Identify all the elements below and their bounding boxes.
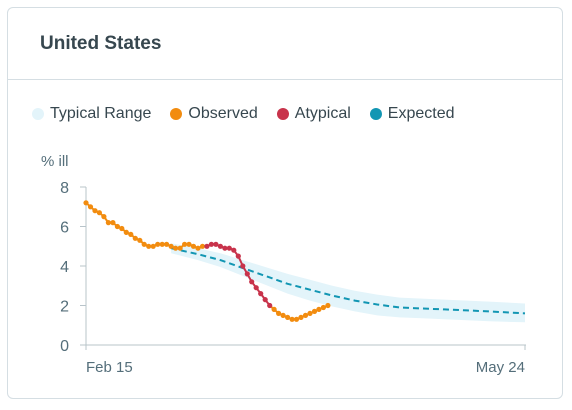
y-tick-label: 0 <box>60 338 69 355</box>
observed-point <box>195 245 201 251</box>
observed-point <box>293 316 300 322</box>
atypical-point <box>208 241 214 247</box>
observed-point <box>285 314 291 320</box>
atypical-point <box>267 302 273 309</box>
observed-point <box>146 243 152 249</box>
x-tick-label: May 24 <box>476 359 525 376</box>
observed-point <box>132 235 138 241</box>
legend-label-atypical: Atypical <box>294 105 351 122</box>
observed-point <box>105 220 111 226</box>
legend-item-atypical[interactable]: Atypical <box>276 105 351 123</box>
observed-point <box>119 225 125 232</box>
observed-point <box>101 214 107 220</box>
expected-series-line <box>170 247 526 315</box>
observed-point <box>298 314 304 320</box>
observed-point <box>186 241 192 247</box>
observed-point <box>182 241 188 247</box>
atypical-point <box>244 271 250 277</box>
observed-point <box>280 312 286 318</box>
atypical-point <box>253 285 259 291</box>
observed-point <box>271 306 277 312</box>
observed-point <box>155 241 161 247</box>
atypical-point <box>231 247 237 253</box>
atypical-point <box>249 279 255 285</box>
atypical-point <box>222 245 228 251</box>
card-header: United States <box>8 8 562 80</box>
atypical-point <box>240 263 246 269</box>
observed-point <box>168 243 174 249</box>
observed-point <box>311 308 318 314</box>
observed-point <box>177 245 183 251</box>
observed-point <box>83 200 89 206</box>
observed-point <box>137 237 143 243</box>
legend-label-expected: Expected <box>387 105 455 122</box>
atypical-point <box>226 245 232 251</box>
observed-point <box>276 310 282 316</box>
legend-item-observed[interactable]: Observed <box>170 105 258 123</box>
observed-point <box>325 302 331 309</box>
card-title: United States <box>40 33 162 54</box>
observed-point <box>316 306 322 312</box>
y-tick-label: 2 <box>60 299 69 316</box>
observed-point <box>123 229 129 235</box>
legend-item-typical-range[interactable]: Typical Range <box>32 105 151 123</box>
y-tick-label: 4 <box>60 259 69 276</box>
observed-point <box>96 210 102 216</box>
observed-point <box>302 312 309 318</box>
y-tick-label: 8 <box>60 180 69 197</box>
y-axis-label: % ill <box>41 153 69 170</box>
atypical-point <box>204 243 210 249</box>
observed-point <box>128 231 134 237</box>
legend-item-expected[interactable]: Expected <box>369 105 455 123</box>
chart-card: United States <box>7 7 563 399</box>
observed-point <box>199 243 206 249</box>
legend-swatch-atypical-icon <box>276 108 289 120</box>
observed-point <box>289 316 295 322</box>
atypical-point <box>262 297 268 303</box>
observed-point <box>114 223 120 230</box>
legend-swatch-expected-icon <box>369 108 382 120</box>
observed-point <box>87 204 94 210</box>
atypical-point <box>217 243 223 249</box>
observed-point <box>173 245 179 251</box>
observed-point <box>150 243 156 249</box>
atypical-point <box>213 241 219 247</box>
atypical-point <box>235 253 241 259</box>
observed-point <box>320 304 326 311</box>
observed-point <box>159 241 165 247</box>
observed-point <box>92 208 98 214</box>
legend-label-observed: Observed <box>188 105 258 122</box>
observed-point <box>141 241 147 247</box>
atypical-point <box>258 291 264 297</box>
observed-point <box>164 241 170 247</box>
legend-label-typical-range: Typical Range <box>50 105 152 122</box>
y-tick-label: 6 <box>60 220 69 237</box>
chart-legend: Typical Range Observed Atypical Expected <box>32 104 474 124</box>
legend-swatch-observed-icon <box>170 108 183 120</box>
typical-range-band <box>171 243 525 323</box>
observed-point <box>307 310 313 316</box>
legend-swatch-typical-range-icon <box>32 108 44 120</box>
x-tick-label: Feb 15 <box>86 359 133 376</box>
observed-point <box>110 220 116 226</box>
observed-point <box>190 243 197 249</box>
